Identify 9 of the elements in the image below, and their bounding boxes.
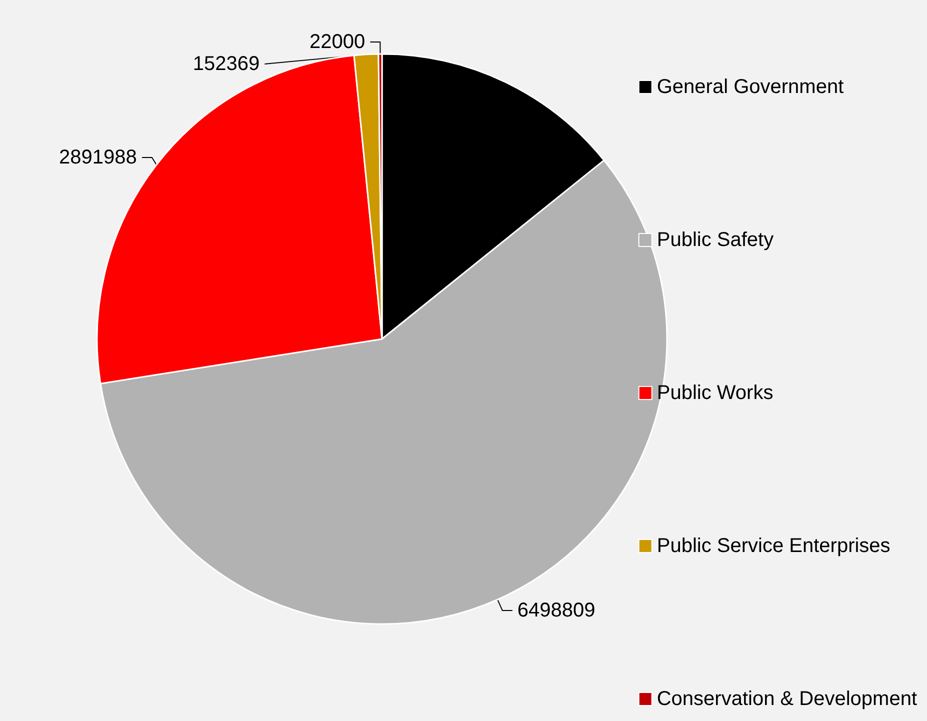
legend-label: Public Safety <box>656 229 774 251</box>
data-label: 6498809 <box>517 600 596 622</box>
data-label: 22000 <box>310 31 366 54</box>
data-label: 2891988 <box>59 146 137 168</box>
legend-label: General Government <box>656 76 844 98</box>
data-label: 152369 <box>192 53 260 76</box>
legend-label: Public Service Enterprises <box>656 535 890 557</box>
legend-label: Conservation & Development <box>656 688 918 710</box>
legend-label: Public Works <box>656 382 774 404</box>
